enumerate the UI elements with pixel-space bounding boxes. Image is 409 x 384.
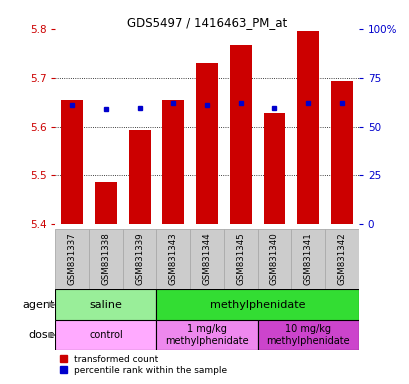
Text: methylphenidate: methylphenidate [209,300,305,310]
Bar [156,320,257,350]
Bar [330,81,352,224]
Bar [190,230,223,290]
Bar [156,230,190,290]
Bar [223,230,257,290]
Text: GSM831340: GSM831340 [269,232,278,285]
Bar [229,45,251,224]
Title: GDS5497 / 1416463_PM_at: GDS5497 / 1416463_PM_at [127,16,286,29]
Bar [61,100,83,224]
Legend: transformed count, percentile rank within the sample: transformed count, percentile rank withi… [60,355,227,374]
Bar [291,230,324,290]
Text: GSM831338: GSM831338 [101,232,110,285]
Bar [324,230,358,290]
Text: dose: dose [28,330,54,340]
Bar [257,320,358,350]
Text: GSM831344: GSM831344 [202,232,211,285]
Bar [55,320,156,350]
Bar [55,230,89,290]
Bar [55,290,156,320]
Bar [128,130,150,224]
Bar [89,230,122,290]
Bar [297,31,318,224]
Bar [156,290,358,320]
Text: agent: agent [22,300,54,310]
Text: GSM831341: GSM831341 [303,232,312,285]
Text: GSM831343: GSM831343 [169,232,178,285]
Text: GSM831345: GSM831345 [236,232,245,285]
Text: 10 mg/kg
methylphenidate: 10 mg/kg methylphenidate [266,324,349,346]
Text: control: control [89,330,122,340]
Text: GSM831342: GSM831342 [337,232,346,285]
Text: 1 mg/kg
methylphenidate: 1 mg/kg methylphenidate [165,324,248,346]
Bar [257,230,291,290]
Bar [196,63,218,224]
Text: GSM831337: GSM831337 [67,232,76,285]
Bar [122,230,156,290]
Text: saline: saline [89,300,122,310]
Bar [95,182,117,224]
Text: GSM831339: GSM831339 [135,232,144,285]
Bar [263,113,285,224]
Bar [162,100,184,224]
